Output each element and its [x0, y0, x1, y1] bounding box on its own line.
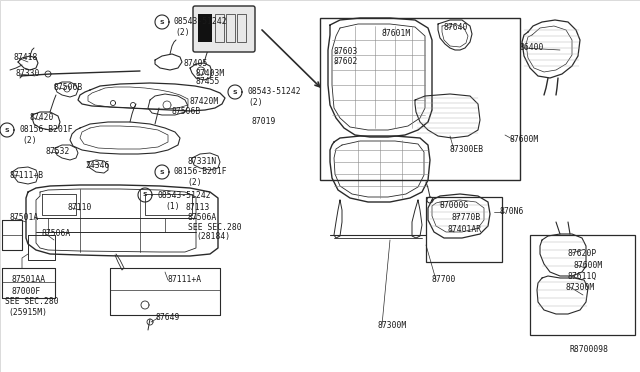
Text: 87300EB: 87300EB: [450, 145, 484, 154]
Text: 87331N: 87331N: [188, 157, 217, 167]
Text: 87603: 87603: [333, 48, 357, 57]
Text: 87111+B: 87111+B: [10, 170, 44, 180]
Text: 87506B: 87506B: [53, 83, 83, 93]
Text: 87620P: 87620P: [568, 248, 597, 257]
Text: 87300M: 87300M: [566, 282, 595, 292]
Text: 86400: 86400: [520, 44, 545, 52]
Text: 87640: 87640: [443, 23, 467, 32]
Text: S: S: [160, 19, 164, 25]
Text: SEE SEC.280: SEE SEC.280: [188, 222, 242, 231]
Bar: [198, 14, 212, 42]
Text: 87111+A: 87111+A: [168, 276, 202, 285]
Bar: [530, 235, 635, 335]
Bar: [320, 18, 520, 180]
Text: 87501AA: 87501AA: [12, 276, 46, 285]
Text: 87600M: 87600M: [574, 260, 604, 269]
Text: 87700: 87700: [432, 276, 456, 285]
Text: 87506B: 87506B: [171, 106, 200, 115]
Text: 87000F: 87000F: [12, 286, 41, 295]
Text: 87418: 87418: [14, 54, 38, 62]
Text: 87110: 87110: [68, 203, 92, 212]
Bar: [426, 197, 502, 262]
Text: 87420: 87420: [30, 113, 54, 122]
Text: (1): (1): [165, 202, 180, 212]
Text: 87455: 87455: [195, 77, 220, 87]
Text: R8700098: R8700098: [570, 346, 609, 355]
Text: 87000G: 87000G: [440, 201, 469, 209]
Text: 870N6: 870N6: [500, 208, 524, 217]
Text: 87601M: 87601M: [382, 29, 412, 38]
Text: 87602: 87602: [333, 58, 357, 67]
Text: 87506A: 87506A: [188, 212, 217, 221]
Text: 87611Q: 87611Q: [568, 272, 597, 280]
Text: 87600M: 87600M: [510, 135, 540, 144]
Text: 87501A: 87501A: [10, 214, 39, 222]
Text: S: S: [143, 192, 147, 198]
Text: S: S: [4, 128, 10, 132]
Text: 08543-51242: 08543-51242: [157, 190, 211, 199]
Text: 87420M: 87420M: [190, 97, 220, 106]
Text: 87506A: 87506A: [42, 230, 71, 238]
Text: (2): (2): [175, 28, 189, 36]
Text: 87649: 87649: [155, 314, 179, 323]
Text: 87401AR: 87401AR: [447, 225, 481, 234]
Text: S: S: [160, 170, 164, 174]
Text: SEE SEC.280: SEE SEC.280: [5, 298, 59, 307]
Text: 08543-51242: 08543-51242: [247, 87, 301, 96]
Text: 08156-B201F: 08156-B201F: [174, 167, 228, 176]
Text: 08543-51242: 08543-51242: [174, 17, 228, 26]
Text: (25915M): (25915M): [8, 308, 47, 317]
Bar: [226, 14, 235, 42]
Text: 87113: 87113: [186, 202, 211, 212]
Text: 08156-B201F: 08156-B201F: [19, 125, 72, 135]
Text: 87019: 87019: [252, 118, 276, 126]
Text: (2): (2): [187, 177, 202, 186]
Text: 87300M: 87300M: [378, 321, 407, 330]
Text: (2): (2): [22, 137, 36, 145]
Text: S: S: [233, 90, 237, 94]
Text: 87330: 87330: [16, 70, 40, 78]
Text: 24346: 24346: [85, 160, 109, 170]
Bar: [237, 14, 246, 42]
Text: 87403M: 87403M: [195, 68, 224, 77]
FancyBboxPatch shape: [193, 6, 255, 52]
Bar: [215, 14, 224, 42]
Text: 87532: 87532: [46, 148, 70, 157]
Text: (28184): (28184): [196, 232, 230, 241]
Text: 87770B: 87770B: [452, 212, 481, 221]
Text: (2): (2): [248, 97, 262, 106]
Text: 87405: 87405: [183, 58, 207, 67]
